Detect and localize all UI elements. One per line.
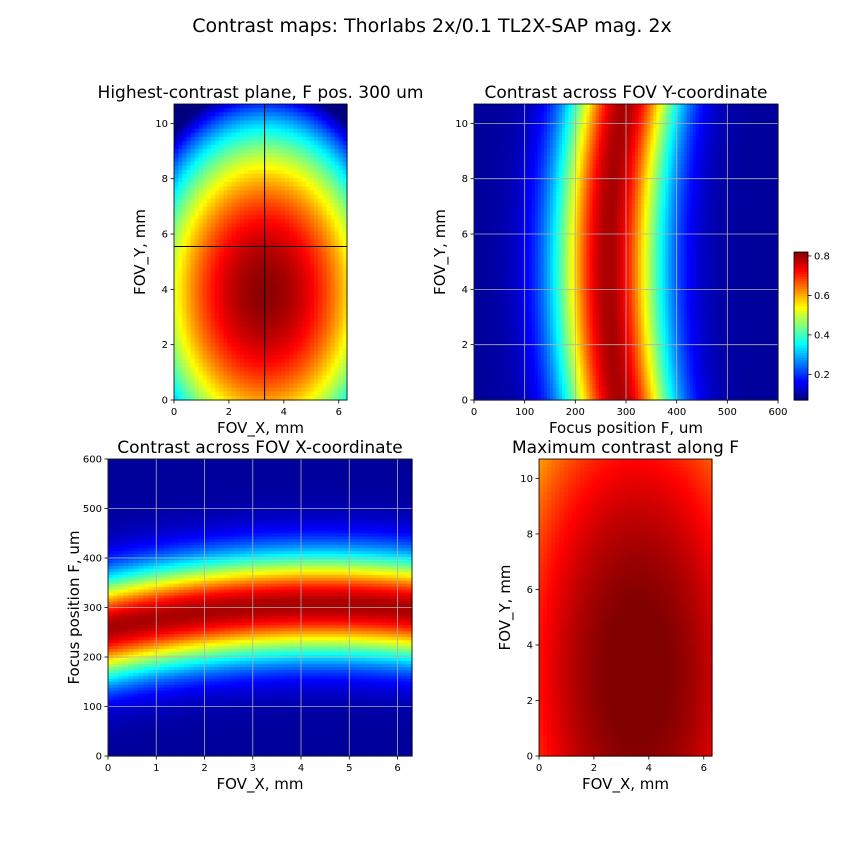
y-tick-label: 4 [527,640,533,651]
x-tick-label: 600 [768,407,787,418]
colorbar-tick-label: 0.6 [814,291,830,302]
x-tick-label: 2 [201,763,207,774]
x-tick-label: 6 [336,407,342,418]
y-tick-label: 2 [462,340,468,351]
x-tick-label: 2 [591,763,597,774]
y-axis-label: FOV_Y, mm [131,209,150,295]
x-tick-label: 5 [346,763,352,774]
figure-suptitle: Contrast maps: Thorlabs 2x/0.1 TL2X-SAP … [192,15,672,37]
colorbar-tick-label: 0.8 [814,251,830,262]
y-tick-label: 10 [155,119,168,130]
y-tick-label: 100 [83,702,102,713]
y-tick-label: 500 [83,504,102,515]
plot-title: Contrast across FOV Y-coordinate [484,83,767,103]
y-tick-label: 0 [96,752,102,763]
y-tick-label: 2 [162,340,168,351]
y-tick-label: 6 [462,230,468,241]
y-tick-label: 0 [162,396,168,407]
y-tick-label: 8 [527,529,533,540]
x-tick-label: 0 [105,763,111,774]
y-tick-label: 200 [83,653,102,664]
x-tick-label: 0 [536,763,542,774]
x-tick-label: 4 [646,763,652,774]
x-axis-label: FOV_X, mm [217,419,304,438]
y-axis-label: Focus position F, um [65,530,83,684]
x-axis-label: FOV_X, mm [582,775,669,794]
x-tick-label: 0 [171,407,177,418]
plot-3: 0 1 2 3 4 5 6 0 100 200 300 400 500 600 Contrast acros… [65,438,413,794]
plot-title: Contrast across FOV X-coordinate [117,438,402,458]
y-tick-label: 4 [162,285,168,296]
y-tick-label: 400 [83,554,102,565]
x-tick-label: 3 [250,763,256,774]
x-tick-label: 1 [153,763,159,774]
x-tick-label: 2 [226,407,232,418]
y-tick-label: 2 [527,696,533,707]
y-tick-label: 8 [162,174,168,185]
x-tick-label: 4 [298,763,304,774]
colorbar-tick-label: 0.4 [814,330,830,341]
x-axis-label: Focus position F, um [549,419,703,437]
plot-2: 0 100 200 300 400 500 600 0 2 4 6 8 10 Contrast acros… [431,83,788,437]
y-tick-label: 8 [462,174,468,185]
colorbar: 0.2 0.4 0.6 0.8 [794,251,830,400]
x-tick-label: 300 [616,407,635,418]
x-axis-label: FOV_X, mm [217,775,304,794]
plot-1: 0 2 4 6 0 2 4 6 8 10 Highest-contrast plane, F pos… [98,83,424,438]
colorbar-tick-label: 0.2 [814,370,830,381]
x-tick-label: 100 [515,407,534,418]
x-tick-label: 6 [394,763,400,774]
y-tick-label: 6 [527,585,533,596]
y-tick-label: 6 [162,230,168,241]
y-axis-label: FOV_Y, mm [431,209,450,295]
y-tick-label: 0 [527,752,533,763]
y-tick-label: 0 [462,396,468,407]
y-axis-label: FOV_Y, mm [496,565,515,651]
x-tick-label: 500 [718,407,737,418]
y-tick-label: 10 [520,474,533,485]
y-tick-label: 600 [83,455,102,466]
x-tick-label: 6 [701,763,707,774]
y-tick-label: 300 [83,603,102,614]
plot-title: Maximum contrast along F [512,438,739,458]
x-tick-label: 200 [566,407,585,418]
y-tick-label: 4 [462,285,468,296]
y-tick-label: 10 [455,119,468,130]
x-tick-label: 400 [667,407,686,418]
plot-4: 0 2 4 6 0 2 4 6 8 10 Maximum contrast along F FOV_X… [496,438,739,794]
x-tick-label: 0 [471,407,477,418]
x-tick-label: 4 [281,407,287,418]
plot-title: Highest-contrast plane, F pos. 300 um [98,83,424,103]
